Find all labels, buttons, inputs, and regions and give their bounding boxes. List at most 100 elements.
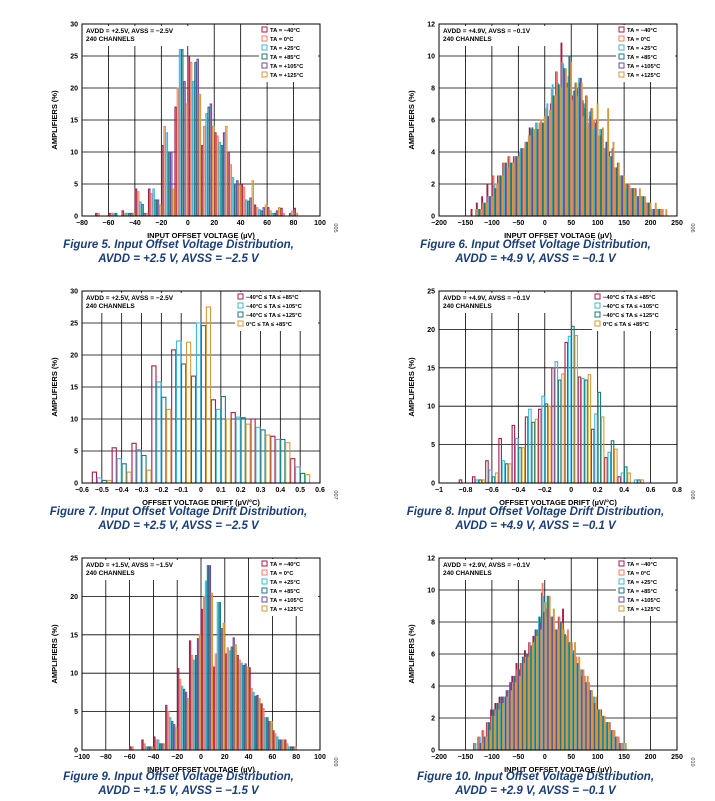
histogram-bar	[231, 177, 235, 217]
y-axis-label: AMPLIFIERS (%)	[50, 357, 59, 417]
histogram-bar	[185, 341, 192, 484]
x-tick-label: 0.6	[646, 487, 656, 494]
x-tick-label: 50	[567, 754, 575, 761]
histogram-bar	[622, 743, 625, 751]
histogram-bar	[508, 463, 512, 484]
y-tick-label: 30	[70, 289, 78, 296]
histogram-bar	[121, 210, 125, 217]
histogram-bar	[262, 707, 265, 751]
histogram-bar	[210, 592, 214, 751]
plot-frame	[438, 557, 678, 751]
histogram-bar	[249, 197, 252, 217]
histogram-bar	[571, 325, 575, 484]
histogram-bar	[196, 638, 200, 751]
histogram-bar	[166, 408, 172, 484]
histogram-bar	[495, 472, 499, 484]
legend-swatch	[261, 53, 268, 60]
histogram-bar	[489, 730, 492, 751]
x-tick-label: 0.4	[619, 487, 629, 494]
histogram-bar	[554, 95, 557, 217]
x-tick-label: −150	[458, 220, 474, 227]
histogram-bar	[190, 375, 197, 484]
figure-8-title: Figure 8. Input Offset Voltage Drift Dis…	[406, 506, 665, 518]
histogram-bar	[222, 622, 225, 751]
histogram-bar	[183, 688, 186, 751]
y-tick-label: 5	[74, 182, 78, 189]
histogram-bar	[274, 733, 277, 751]
histogram-bar	[590, 690, 593, 751]
x-tick-label: 100	[592, 754, 604, 761]
x-axis-label: OFFSET VOLTAGE DRIFT (µV/°C)	[142, 498, 260, 507]
histogram-bar	[596, 103, 599, 217]
histogram-bar	[594, 413, 598, 484]
legend-label: 0°C ≤ TA ≤ +85°C	[246, 322, 293, 328]
histogram-bar	[633, 188, 636, 217]
histogram-bar	[551, 367, 555, 484]
legend-swatch	[261, 578, 268, 585]
legend-label: −40°C ≤ TA ≤ +105°C	[246, 304, 303, 310]
plot-frame	[81, 557, 321, 751]
legend-swatch	[261, 62, 268, 69]
histogram-bar	[240, 662, 243, 751]
histogram-bar	[531, 642, 534, 751]
condition-note: AVDD = +1.5V, AVSS = −1.5V	[86, 562, 174, 569]
histogram-bar	[174, 106, 177, 217]
x-tick-label: 0.4	[275, 487, 285, 494]
histogram-bar	[514, 682, 517, 751]
figure-8-panel: −1 −0.8 −0.6 −0.4 −0.2 0 0.2 0.4 0.6 0.8 0 5 10 15 20 2…	[357, 267, 714, 534]
histogram-bar	[474, 743, 477, 751]
figure-6-title: Figure 6. Input Offset Voltage Distribut…	[420, 239, 651, 251]
figure-9-chart: −100 −80 −60 −40 −20 0 20 40 60 80 100 0 5 10 15 20 25 AV…	[50, 556, 338, 775]
figure-code: 005	[332, 223, 338, 232]
x-axis-label: OFFSET VOLTAGE DRIFT (µV/°C)	[499, 498, 617, 507]
y-tick-label: 6	[431, 652, 435, 659]
histogram-bar	[540, 629, 543, 751]
y-tick-label: 20	[70, 353, 78, 360]
x-tick-label: 0	[569, 487, 573, 494]
y-tick-label: 15	[70, 118, 78, 125]
histogram-bar	[264, 204, 268, 217]
legend-label: TA = +25°C	[627, 580, 658, 586]
channels-note: 240 CHANNELS	[86, 303, 135, 310]
histogram-bar	[141, 203, 144, 217]
histogram-bar	[258, 697, 261, 751]
x-tick-label: −0.1	[174, 487, 188, 494]
y-tick-label: 6	[431, 118, 435, 125]
histogram-bar	[228, 650, 231, 751]
histogram-bar	[554, 361, 559, 484]
legend-swatch	[237, 311, 244, 318]
legend-label: TA = −40°C	[627, 28, 658, 34]
histogram-bar	[141, 739, 144, 751]
y-tick-label: 0	[74, 481, 78, 488]
histogram-bar	[616, 736, 619, 751]
histogram-bar	[172, 188, 175, 217]
x-tick-label: 100	[314, 220, 326, 227]
histogram-bar	[154, 199, 158, 217]
legend-swatch	[618, 605, 625, 612]
histogram-bar	[233, 183, 237, 217]
histogram-bar	[498, 437, 502, 484]
y-tick-label: 0	[431, 481, 435, 488]
histogram-bar	[561, 623, 564, 751]
legend-swatch	[261, 44, 268, 51]
histogram-bar	[518, 447, 522, 484]
figure-7-panel: −0.6 −0.5 −0.4 −0.3 −0.2 −0.1 0 0.1 0.2 0.3 0.4 0.5…	[0, 267, 357, 534]
histogram-bar	[552, 608, 555, 751]
histogram-bar	[236, 654, 239, 751]
histogram-bar	[159, 743, 162, 751]
histogram-bar	[260, 429, 266, 484]
x-tick-label: 250	[671, 754, 683, 761]
figure-8-subtitle: AVDD = +4.9 V, AVSS = −0.1 V	[455, 520, 616, 532]
y-tick-label: 10	[427, 404, 435, 411]
histogram-bar	[275, 210, 279, 217]
legend-swatch	[261, 560, 268, 567]
note-box	[441, 26, 547, 46]
figure-10-caption: Figure 10. Input Offset Voltage Distribu…	[357, 770, 714, 798]
histogram-bar	[569, 642, 572, 751]
figure-8-caption: Figure 8. Input Offset Voltage Drift Dis…	[357, 505, 714, 533]
histogram-bar	[171, 721, 174, 751]
histogram-bar	[226, 647, 229, 751]
x-tick-label: −0.5	[95, 487, 109, 494]
x-axis-label: INPUT OFFSET VOLTAGE (µV)	[147, 231, 255, 240]
histogram-bar	[248, 667, 251, 751]
